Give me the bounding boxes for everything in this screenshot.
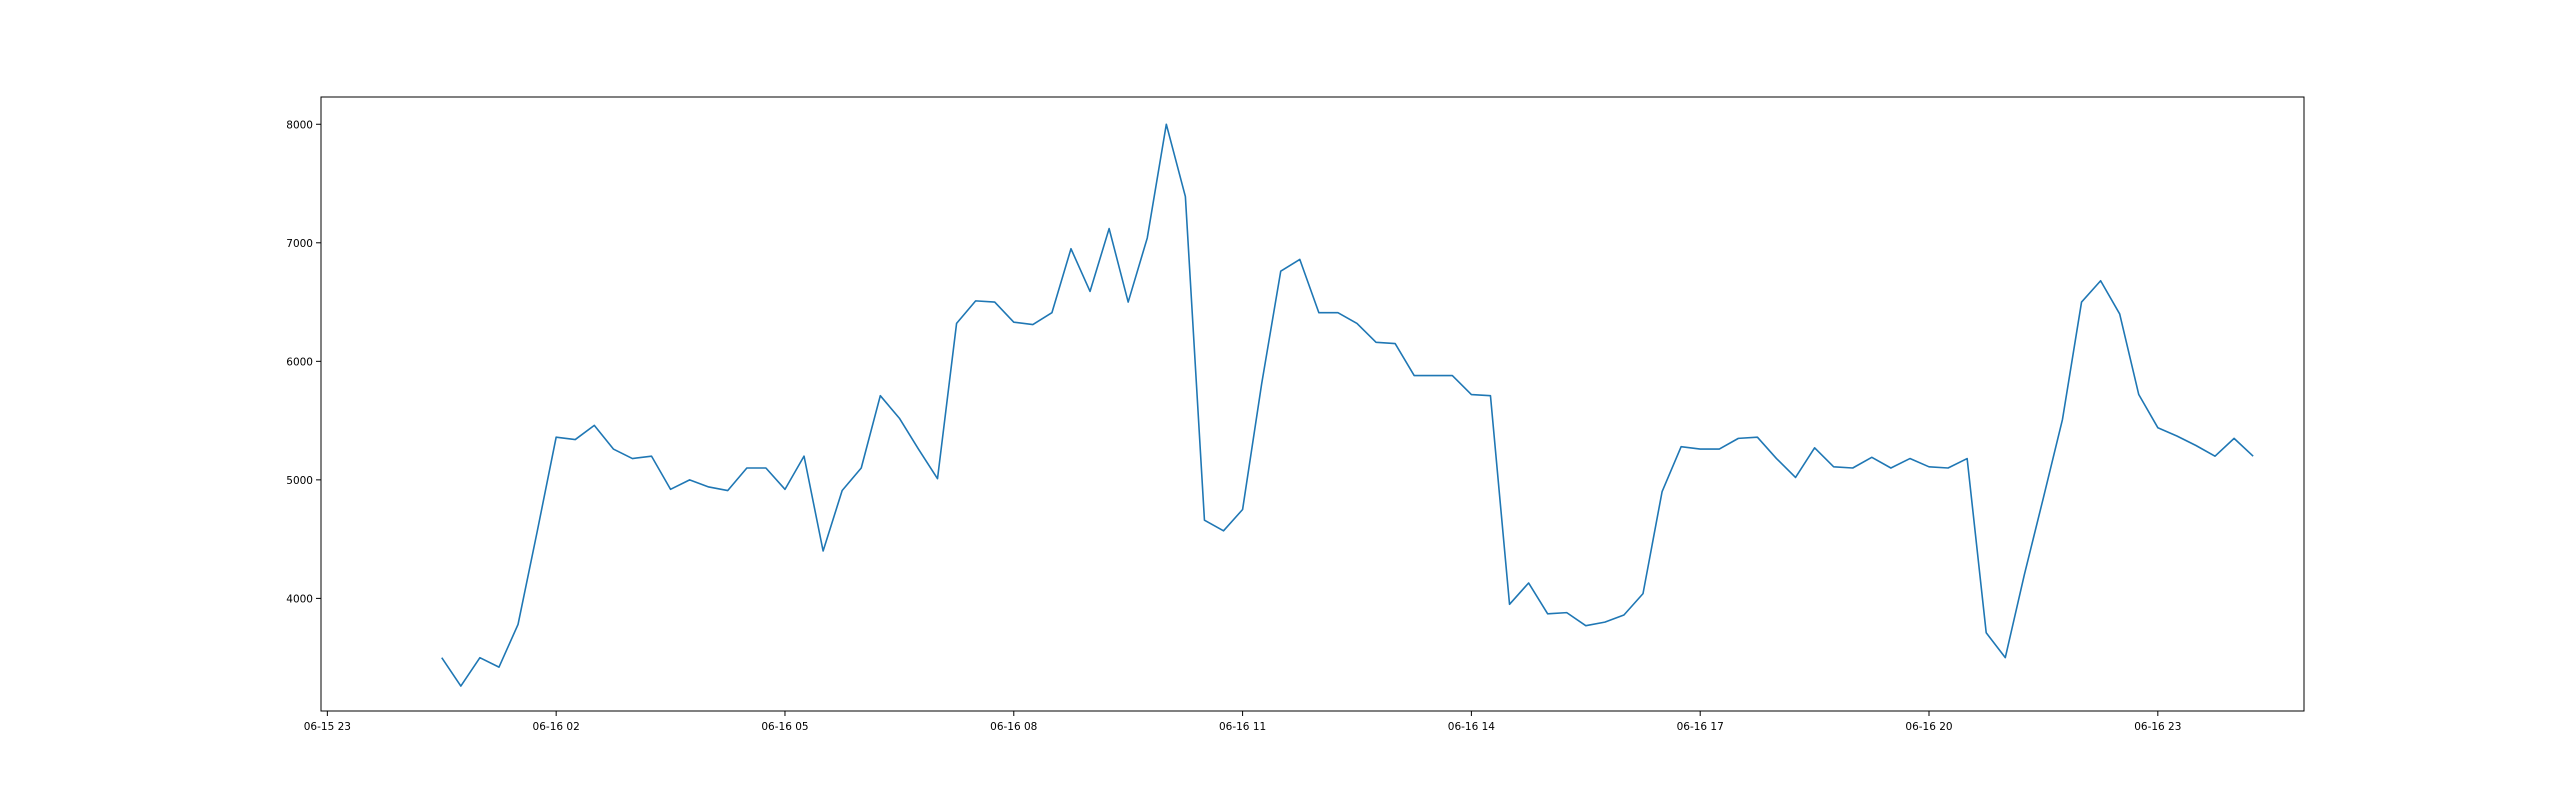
- y-tick-label: 6000: [286, 356, 313, 368]
- x-tick-label: 06-16 14: [1448, 721, 1496, 733]
- x-tick-label: 06-16 23: [2134, 721, 2181, 733]
- x-tick-label: 06-16 17: [1677, 721, 1724, 733]
- x-tick-label: 06-16 20: [1905, 721, 1952, 733]
- x-axis: 06-15 23 06-16 02 06-16 05 06-16 08 06-16 11…: [304, 711, 2181, 733]
- y-axis: 4000 5000 6000 7000 8000: [286, 119, 321, 605]
- x-tick-label: 06-16 11: [1219, 721, 1266, 733]
- y-tick-label: 8000: [286, 119, 313, 131]
- series-layer: [441, 123, 2254, 687]
- x-tick-label: 06-16 05: [761, 721, 808, 733]
- series-line: [441, 123, 2254, 687]
- y-tick-label: 5000: [286, 475, 313, 487]
- y-tick-label: 7000: [286, 238, 313, 250]
- y-tick-label: 4000: [286, 593, 313, 605]
- x-tick-label: 06-16 08: [990, 721, 1037, 733]
- x-tick-label: 06-15 23: [304, 721, 351, 733]
- x-tick-label: 06-16 02: [533, 721, 580, 733]
- axes-frame: [320, 96, 2305, 712]
